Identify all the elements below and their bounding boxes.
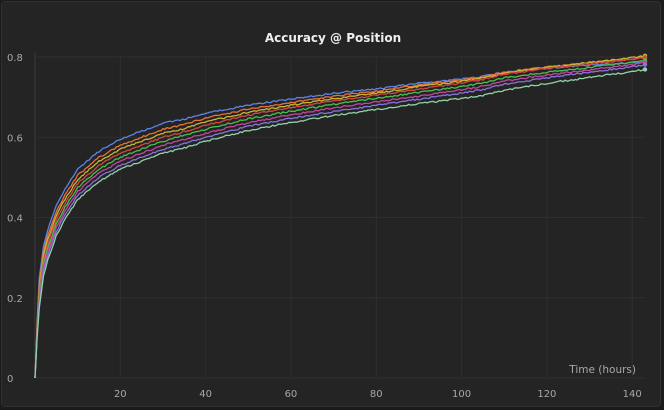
y-tick-label: 0 [7,374,13,385]
gridlines [34,53,645,379]
series-line [34,56,646,379]
series-line [34,63,646,379]
y-tick-label: 0.4 [7,214,23,225]
series-line [34,61,646,379]
series-end-point [642,67,648,72]
series-line [34,55,646,379]
x-tick-label: 80 [370,389,383,400]
x-tick-label: 20 [114,389,127,400]
x-tick-label: 140 [623,389,642,400]
x-tick-label: 100 [452,389,471,400]
x-tick-label: 120 [537,389,556,400]
series-end-point [642,62,648,67]
x-tick-labels: 20 40 60 80 100 120 140 [114,389,642,400]
chart-title: Accuracy @ Position [265,31,401,45]
y-tick-label: 0.6 [7,133,23,144]
series-lines [34,53,648,379]
series-line [34,68,646,379]
series-line [34,59,646,379]
y-tick-label: 0.8 [7,53,23,64]
series-line [34,61,646,379]
x-axis-label: Time (hours) [568,364,636,376]
x-tick-label: 40 [199,389,212,400]
x-tick-label: 60 [285,389,298,400]
y-tick-labels: 0 0.2 0.4 0.6 0.8 [7,53,23,385]
y-tick-label: 0.2 [7,294,23,305]
